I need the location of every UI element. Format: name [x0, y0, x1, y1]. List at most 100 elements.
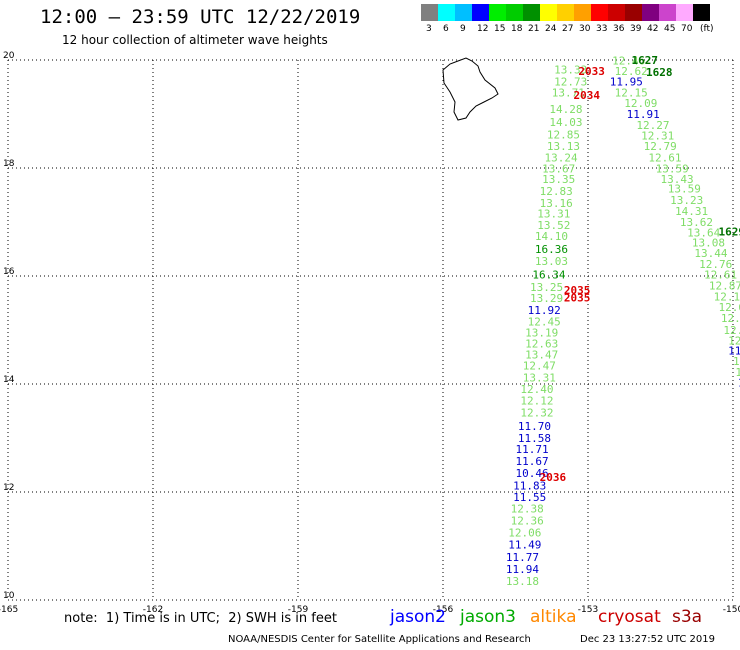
- wave-height-value: 13.24: [545, 152, 578, 165]
- scale-swatch: [676, 4, 693, 21]
- wave-height-value: 12.62: [615, 65, 648, 78]
- lat-tick-label: 18: [3, 159, 15, 169]
- wave-height-value: 12.63: [735, 366, 740, 379]
- scale-label: 9: [460, 24, 466, 34]
- wave-height-value: 12.32: [520, 406, 553, 419]
- lon-tick-label: -165: [0, 605, 18, 615]
- scale-swatch: [421, 4, 438, 21]
- wave-height-value: 13.59: [656, 162, 689, 175]
- wave-height-value: 11.55: [513, 491, 546, 504]
- lat-tick-label: 12: [3, 483, 14, 493]
- scale-swatch: [591, 4, 608, 21]
- scale-swatch: [455, 4, 472, 21]
- scale-swatch: [540, 4, 557, 21]
- wave-height-value: 11.97: [728, 344, 740, 357]
- scale-label: 12: [477, 24, 489, 34]
- scale-label: 36: [613, 24, 625, 34]
- scale-label: 27: [562, 24, 574, 34]
- wave-height-value: 12.45: [528, 316, 561, 329]
- wave-height-value: 12.83: [540, 185, 573, 198]
- wave-height-value: 13.33: [554, 64, 587, 77]
- scale-label: 24: [545, 24, 557, 34]
- wave-height-value: 12.08: [733, 355, 740, 368]
- wave-height-value: 12.61: [704, 269, 737, 282]
- wave-height-value: 12.38: [511, 503, 544, 516]
- wave-height-value: 11.70: [518, 420, 551, 433]
- wave-height-readings: 12.46 13.33 12.62 12.73 11.95 13.71 12.1512.09…: [506, 54, 740, 588]
- wave-height-value: 11.94: [506, 563, 539, 576]
- footer-note: note: 1) Time is in UTC; 2) SWH is in fe…: [64, 611, 337, 626]
- scale-swatch: [506, 4, 523, 21]
- satellite-legend-jason3: jason3: [460, 607, 516, 627]
- wave-height-value: 13.13: [547, 140, 580, 153]
- scale-label: 30: [579, 24, 591, 34]
- wave-height-value: 13.03: [535, 255, 568, 268]
- wave-height-value: 12.63: [525, 337, 558, 350]
- pass-time-label: 1628: [646, 66, 673, 79]
- scale-label: 15: [494, 24, 506, 34]
- map-title: 12:00 — 23:59 UTC 12/22/2019: [40, 6, 361, 28]
- pass-time-label: 2033: [578, 65, 605, 78]
- pass-time-label: 2036: [540, 471, 567, 484]
- lon-tick-label: -162: [143, 605, 163, 615]
- wave-height-value: 13.19: [525, 326, 558, 339]
- wave-height-value: 12.40: [520, 383, 553, 396]
- generation-timestamp: Dec 23 13:27:52 UTC 2019: [580, 634, 715, 645]
- wave-height-value: 12.27: [636, 119, 669, 132]
- wave-height-value: 13.18: [506, 575, 539, 588]
- wave-height-value: 12.46: [612, 54, 645, 67]
- axis-ticks: -165 -162 -159 -156 -153 -150 10 12 14 16 18 20: [0, 51, 740, 615]
- wave-height-value: 12.06: [508, 526, 541, 539]
- lon-tick-label: -159: [288, 605, 309, 615]
- wave-height-value: 12.34: [728, 335, 740, 348]
- wave-height-value: 11.95: [610, 75, 643, 88]
- pass-time-label: 2035: [564, 284, 591, 297]
- wave-height-value: 13.44: [694, 247, 727, 260]
- scale-swatch: [523, 4, 540, 21]
- scale-label: 42: [647, 24, 659, 34]
- lat-tick-label: 10: [3, 591, 15, 601]
- wave-height-value: 13.31: [537, 208, 570, 221]
- scale-swatch: [659, 4, 676, 21]
- wave-height-value: 16.34: [532, 269, 565, 282]
- wave-height-value: 14.28: [549, 103, 582, 116]
- satellite-legend-jason2: jason2: [390, 607, 446, 627]
- lat-tick-label: 20: [3, 51, 15, 61]
- wave-height-value: 14.31: [675, 205, 708, 218]
- scale-label: 21: [528, 24, 540, 34]
- pass-time-label: 2034: [574, 89, 601, 102]
- satellite-legend-altika: altika: [530, 607, 577, 627]
- lat-tick-label: 16: [3, 267, 15, 277]
- wave-height-value: 13.43: [661, 173, 694, 186]
- wave-height-value: 12.87: [709, 280, 740, 293]
- wave-height-value: 14.03: [549, 116, 582, 129]
- scale-swatch: [693, 4, 710, 21]
- wave-height-value: 13.35: [542, 173, 575, 186]
- scale-label: 6: [443, 24, 449, 34]
- wave-height-value: 12.31: [641, 129, 674, 142]
- wave-height-value: 13.25: [530, 281, 563, 294]
- wave-height-value: 13.64: [687, 227, 720, 240]
- wave-height-value: 13.31: [523, 371, 556, 384]
- wave-height-value: 11.49: [508, 539, 541, 552]
- scale-label: 39: [630, 24, 642, 34]
- wave-height-value: 11.77: [506, 551, 539, 564]
- hawaii-island-outline: [442, 57, 499, 121]
- wave-height-value: 11.58: [518, 432, 551, 445]
- pass-time-label: 2035: [564, 291, 591, 304]
- wave-height-value: 12.63: [719, 301, 740, 314]
- scale-label: 3: [426, 24, 432, 34]
- wave-height-value: 10.46: [516, 467, 549, 480]
- wave-height-value: 13.16: [540, 197, 573, 210]
- scale-unit: (ft): [700, 24, 714, 34]
- lat-tick-label: 14: [3, 375, 15, 385]
- wave-height-value: 11.91: [627, 108, 660, 121]
- pass-time-label: 1627: [632, 54, 659, 67]
- scale-swatch: [489, 4, 506, 21]
- scale-label: 45: [664, 24, 676, 34]
- wave-height-value: 12.36: [511, 514, 544, 527]
- wave-height-value: 13.71: [552, 87, 585, 100]
- wave-height-value: 12.73: [554, 75, 587, 88]
- wave-height-value: 13.08: [692, 236, 725, 249]
- wave-height-value: 12.76: [699, 258, 732, 271]
